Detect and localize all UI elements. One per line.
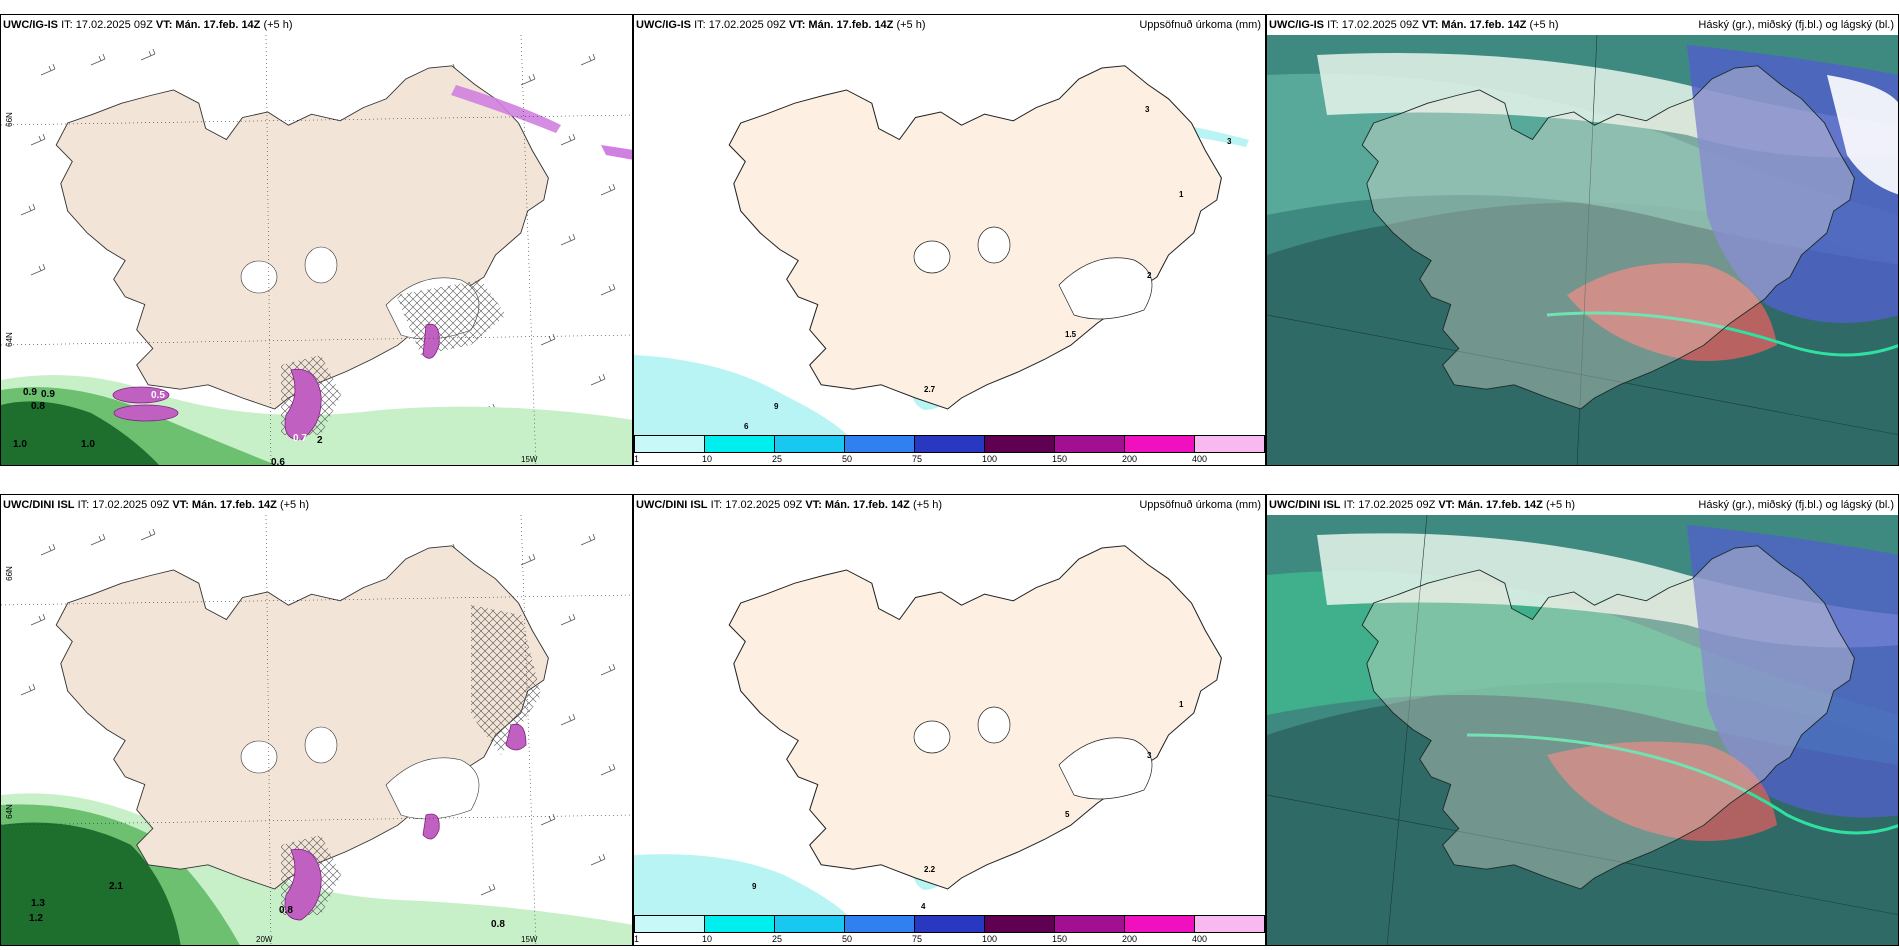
precip-value: 0.8: [491, 919, 505, 930]
precip-value: 6: [744, 422, 749, 431]
row1-mid-map: [634, 65, 1249, 437]
row1-precip-panel: UWC/IG-IS IT: 17.02.2025 09Z VT: Mán. 17…: [633, 14, 1266, 466]
colorbar-tick: 25: [772, 934, 783, 944]
precip-value: 0.9: [23, 387, 37, 398]
precip-value: 1: [1179, 700, 1184, 709]
colorbar-swatch: [774, 435, 845, 453]
colorbar-tick: 400: [1192, 454, 1208, 464]
colorbar-tick: 75: [912, 454, 923, 464]
row2-mid-map: [634, 545, 1222, 917]
lat-label-64n: 64N: [4, 804, 14, 819]
row2-left-map: [1, 514, 632, 945]
colorbar-swatch: [1054, 435, 1125, 453]
precip-value: 2.2: [924, 865, 936, 874]
precip-value: 0.7: [293, 433, 307, 444]
precip-value: 9: [752, 882, 757, 891]
colorbar-swatch: [984, 915, 1055, 933]
colorbar-tick: 1: [634, 934, 640, 944]
precip-value: 4: [921, 902, 926, 911]
row1-left-map: [1, 34, 632, 465]
precip-value: 1.5: [1065, 330, 1077, 339]
colorbar-tick: 10: [702, 934, 713, 944]
row2-colorbar: 1 10 25 50 75 100 150 200 400: [634, 915, 1265, 945]
colorbar-tick: 1: [634, 454, 640, 464]
colorbar-tick: 150: [1052, 934, 1068, 944]
precip-value: 3: [1145, 105, 1150, 114]
row2-precip-panel: UWC/DINI ISL IT: 17.02.2025 09Z VT: Mán.…: [633, 494, 1266, 946]
colorbar-swatch: [844, 435, 915, 453]
precip-title: Uppsöfnuð úrkoma (mm): [1139, 499, 1261, 511]
colorbar-swatch: [1124, 435, 1195, 453]
cloud-title: Háský (gr.), miðský (fj.bl.) og lágský (…: [1698, 499, 1894, 511]
colorbar-swatch: [704, 435, 775, 453]
precip-value: 1: [1179, 190, 1184, 199]
colorbar-swatch: [1194, 435, 1265, 453]
colorbar-swatch: [634, 915, 705, 933]
row2-mid-header: UWC/DINI ISL IT: 17.02.2025 09Z VT: Mán.…: [634, 495, 1265, 515]
lat-label-64n: 64N: [4, 332, 14, 347]
row2-cloud-panel: UWC/DINI ISL IT: 17.02.2025 09Z VT: Mán.…: [1266, 494, 1899, 946]
precip-value: 2.7: [924, 385, 936, 394]
row1-right-header: UWC/IG-IS IT: 17.02.2025 09Z VT: Mán. 17…: [1267, 15, 1898, 35]
colorbar-swatch: [1054, 915, 1125, 933]
row1-wind-precip-panel: UWC/IG-IS IT: 17.02.2025 09Z VT: Mán. 17…: [0, 14, 633, 466]
row2-left-header: UWC/DINI ISL IT: 17.02.2025 09Z VT: Mán.…: [1, 495, 632, 515]
row1-cloud-panel: UWC/IG-IS IT: 17.02.2025 09Z VT: Mán. 17…: [1266, 14, 1899, 466]
colorbar-swatch: [1124, 915, 1195, 933]
precip-value: 1.0: [81, 439, 95, 450]
colorbar-tick: 100: [982, 934, 998, 944]
colorbar-swatch: [1194, 915, 1265, 933]
colorbar-swatch: [774, 915, 845, 933]
precip-value: 2: [1147, 271, 1152, 280]
colorbar-tick: 200: [1122, 454, 1138, 464]
lon-label-15w: 15W: [521, 935, 538, 944]
precip-value: 1.2: [29, 913, 43, 924]
colorbar-swatch: [914, 915, 985, 933]
colorbar-tick: 75: [912, 934, 923, 944]
precip-value: 3: [1147, 751, 1152, 760]
row2-right-header: UWC/DINI ISL IT: 17.02.2025 09Z VT: Mán.…: [1267, 495, 1898, 515]
colorbar-swatch: [844, 915, 915, 933]
row2-right-map: [1267, 514, 1898, 945]
lat-label-66n: 66N: [4, 566, 14, 581]
row1-colorbar: 1 10 25 50 75 100 150 200 400: [634, 435, 1265, 465]
colorbar-swatch: [984, 435, 1055, 453]
precip-value: 0.6: [271, 457, 285, 466]
colorbar-tick: 150: [1052, 454, 1068, 464]
colorbar-tick: 200: [1122, 934, 1138, 944]
precip-value: 3: [1227, 137, 1232, 146]
colorbar-swatch: [634, 435, 705, 453]
precip-title: Uppsöfnuð úrkoma (mm): [1139, 19, 1261, 31]
precip-value: 1.3: [31, 898, 45, 909]
colorbar-swatch: [704, 915, 775, 933]
colorbar-tick: 10: [702, 454, 713, 464]
colorbar-tick: 25: [772, 454, 783, 464]
precip-value: 9: [774, 402, 779, 411]
colorbar-tick: 100: [982, 454, 998, 464]
row2-wind-precip-panel: UWC/DINI ISL IT: 17.02.2025 09Z VT: Mán.…: [0, 494, 633, 946]
precip-value: 5: [1065, 810, 1070, 819]
lon-label-15w: 15W: [521, 455, 538, 464]
colorbar-tick: 50: [842, 934, 853, 944]
row1-right-map: [1267, 34, 1898, 465]
colorbar-tick: 50: [842, 454, 853, 464]
precip-value: 0.8: [279, 905, 293, 916]
precip-value: 2.1: [109, 881, 123, 892]
colorbar-tick: 400: [1192, 934, 1208, 944]
precip-value: 0.5: [151, 390, 165, 401]
precip-value: 2: [317, 435, 323, 446]
lat-label-66n: 66N: [4, 112, 14, 127]
cloud-title: Háský (gr.), miðský (fj.bl.) og lágský (…: [1698, 19, 1894, 31]
precip-value: 1.0: [13, 439, 27, 450]
lon-label-20w: 20W: [256, 935, 273, 944]
precip-value: 0.9: [41, 389, 55, 400]
row1-left-header: UWC/IG-IS IT: 17.02.2025 09Z VT: Mán. 17…: [1, 15, 632, 35]
precip-value: 0.8: [31, 401, 45, 412]
row1-mid-header: UWC/IG-IS IT: 17.02.2025 09Z VT: Mán. 17…: [634, 15, 1265, 35]
colorbar-swatch: [914, 435, 985, 453]
